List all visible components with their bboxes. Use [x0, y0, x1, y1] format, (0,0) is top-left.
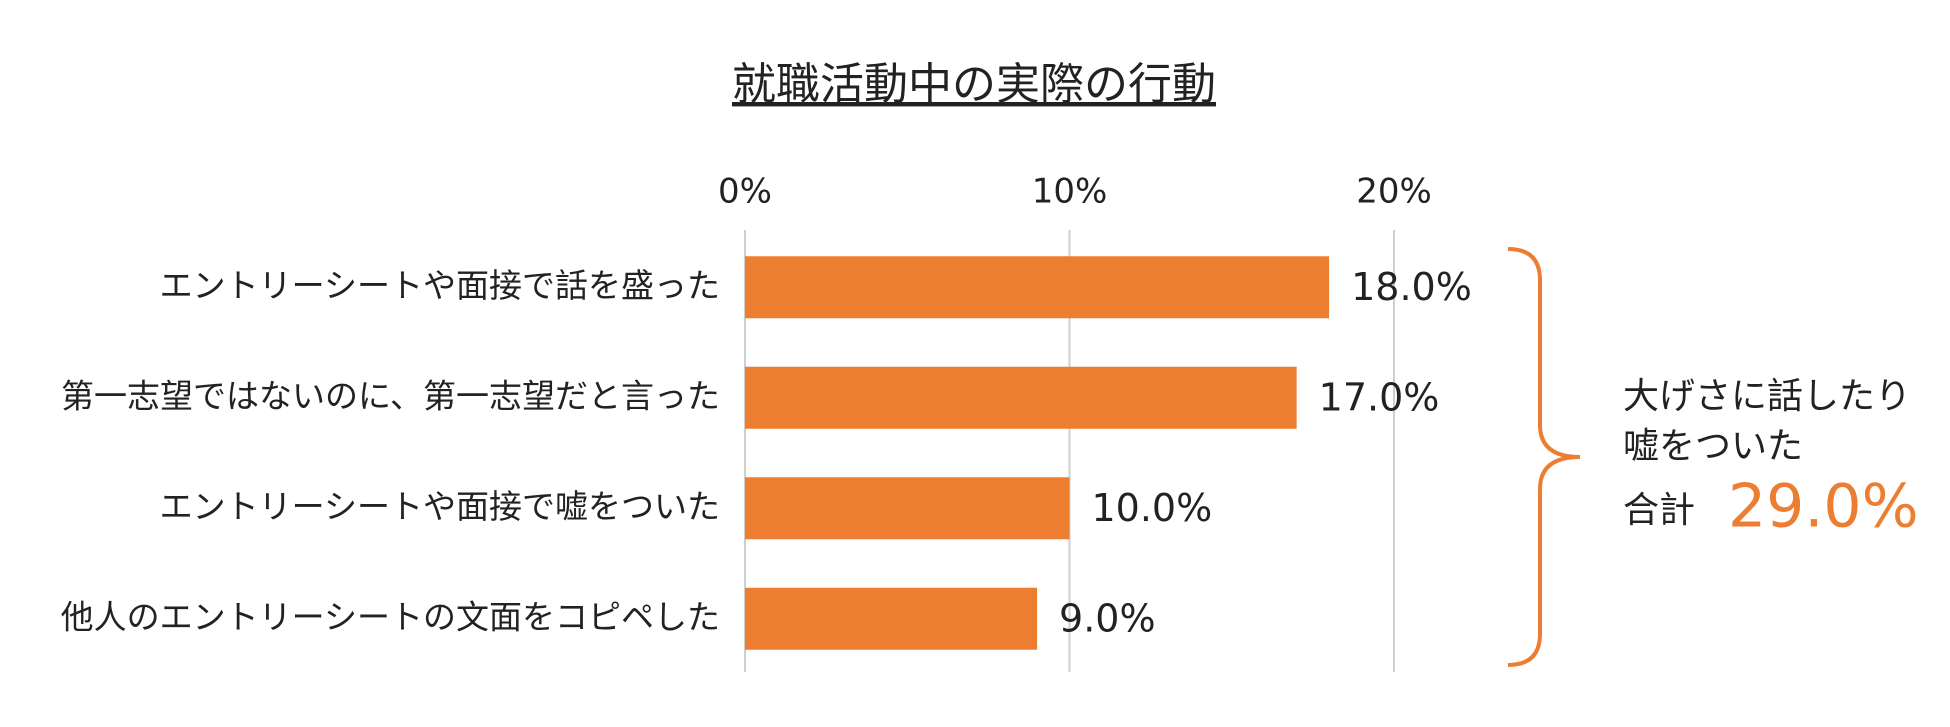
value-label: 17.0%: [1319, 375, 1440, 419]
annotation-total: 29.0%: [1728, 472, 1919, 542]
bar: [745, 587, 1038, 650]
bar: [745, 477, 1070, 540]
bar: [745, 256, 1330, 319]
x-tick-label: 20%: [1356, 172, 1432, 212]
annotation-line: 大げさに話したり: [1623, 376, 1911, 417]
annotation-line: 嘘をついた: [1623, 426, 1803, 467]
y-tick-label: 第一志望ではないのに、第一志望だと言った: [61, 376, 720, 415]
y-tick-label: エントリーシートや面接で話を盛った: [160, 266, 720, 305]
value-label: 10.0%: [1092, 486, 1213, 530]
y-tick-label: エントリーシートや面接で嘘をついた: [160, 487, 720, 526]
annotation-total-label: 合計: [1623, 490, 1695, 531]
value-label: 18.0%: [1351, 265, 1472, 309]
bar: [745, 366, 1297, 429]
y-tick-label: 他人のエントリーシートの文面をコピペした: [61, 597, 720, 636]
chart-title: 就職活動中の実際の行動: [732, 59, 1216, 110]
brace: [1507, 247, 1581, 667]
x-tick-label: 10%: [1032, 172, 1108, 212]
value-label: 9.0%: [1059, 596, 1156, 640]
x-tick-label: 0%: [718, 172, 772, 212]
